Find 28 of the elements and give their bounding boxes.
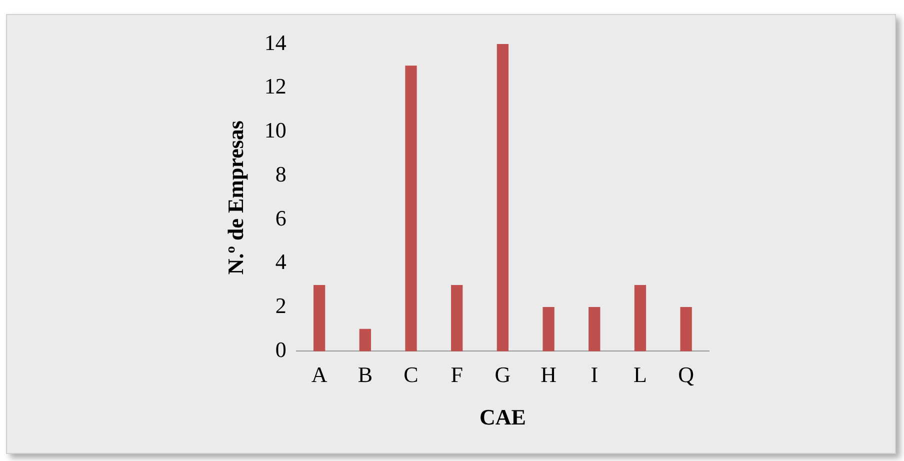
x-tick-label: A [311, 362, 328, 388]
x-tick-label: H [540, 362, 557, 388]
x-tick-label: G [494, 362, 511, 388]
bar [359, 328, 371, 352]
y-tick-label: 6 [275, 205, 286, 230]
y-tick-label: 2 [275, 293, 286, 318]
x-tick-label: B [358, 362, 373, 388]
x-tick-label: L [634, 362, 647, 388]
bar [542, 306, 554, 352]
x-tick-label: F [450, 362, 463, 388]
bar [634, 285, 646, 352]
bar [405, 66, 417, 352]
x-axis-title: CAE [479, 404, 526, 430]
y-tick-label: 14 [264, 30, 286, 55]
bar [496, 44, 509, 352]
bar [588, 306, 600, 352]
bar [680, 306, 692, 352]
x-tick-label: I [590, 362, 598, 388]
y-tick-label: 0 [275, 336, 286, 362]
bar [451, 285, 463, 352]
y-tick-label: 10 [264, 118, 286, 143]
y-axis-title: N.º de Empresas [222, 120, 248, 275]
x-tick-label: C [404, 362, 418, 388]
y-tick-label: 4 [275, 249, 286, 274]
bar [313, 285, 326, 352]
y-tick-label: 8 [275, 161, 286, 186]
y-tick-label: 12 [264, 74, 286, 99]
x-tick-label: Q [678, 362, 694, 388]
